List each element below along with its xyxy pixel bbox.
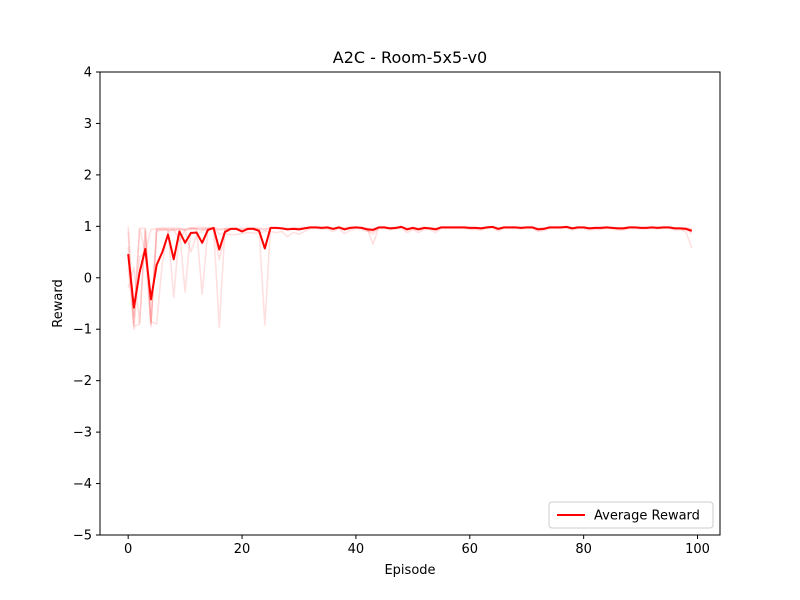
- x-axis-ticks: 0 20 40 60 80 100: [124, 535, 710, 557]
- y-tick-label: 3: [84, 117, 92, 132]
- x-tick-label: 80: [575, 542, 592, 557]
- y-tick-label: 1: [84, 220, 92, 235]
- legend: Average Reward: [548, 501, 714, 529]
- y-axis-ticks: −5 −4 −3 −2 −1 0 1 2 3 4: [73, 66, 100, 544]
- average-reward-line: [127, 225, 693, 309]
- x-tick-label: 40: [348, 542, 365, 557]
- x-axis-label: Episode: [384, 563, 435, 578]
- y-tick-label: 0: [84, 271, 92, 286]
- plot-frame: [99, 71, 721, 536]
- x-tick-label: 100: [685, 542, 710, 557]
- y-tick-label: 4: [84, 66, 92, 81]
- chart-title: A2C - Room-5x5-v0: [333, 48, 487, 67]
- run-line-5: [127, 227, 693, 325]
- y-tick-label: −4: [73, 477, 92, 492]
- y-axis-label: Reward: [51, 279, 66, 327]
- y-tick-label: −1: [73, 323, 92, 338]
- y-tick-label: 2: [84, 168, 92, 183]
- average-reward-layer: [127, 225, 693, 309]
- y-tick-label: −5: [73, 529, 92, 544]
- legend-box: [548, 501, 714, 529]
- y-tick-label: −3: [73, 426, 92, 441]
- x-tick-label: 60: [462, 542, 479, 557]
- legend-label: Average Reward: [594, 509, 700, 524]
- x-tick-label: 0: [124, 542, 132, 557]
- y-tick-label: −2: [73, 374, 92, 389]
- x-tick-label: 20: [234, 542, 251, 557]
